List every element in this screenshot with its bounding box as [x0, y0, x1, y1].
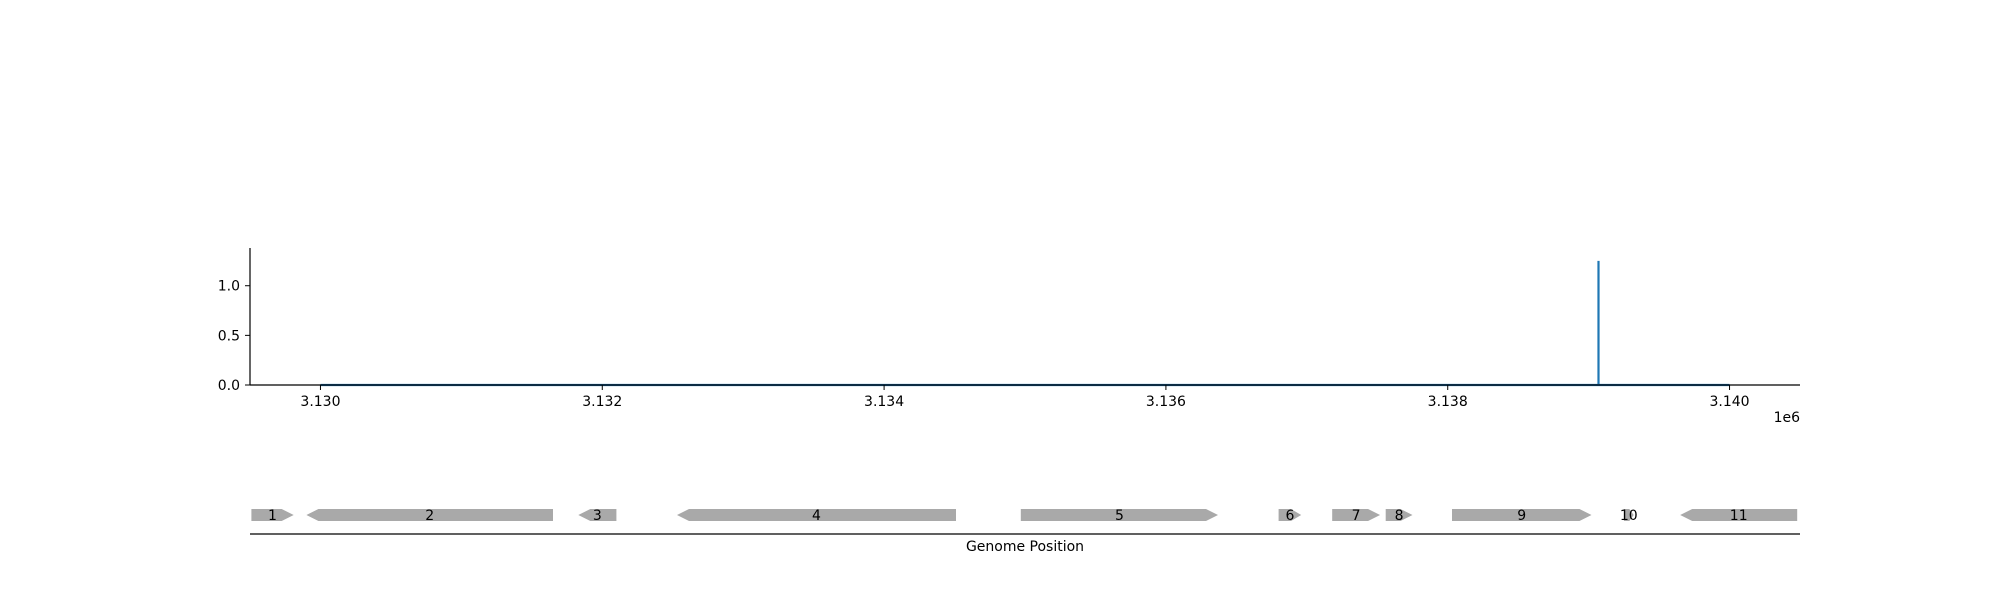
- gene-arrow: [677, 509, 956, 521]
- gene-arrow: [1680, 509, 1798, 521]
- y-tick-label: 1.0: [218, 279, 240, 295]
- gene-feature-3: 3: [578, 508, 617, 524]
- gene-label: 6: [1285, 508, 1294, 524]
- gene-arrow: [1020, 509, 1218, 521]
- gene-feature-4: 4: [677, 508, 956, 524]
- y-tick-label: 0.0: [218, 378, 240, 394]
- gene-track: 1 2 3 4 5 6 7 8 9 10 11 Genome Position: [250, 508, 1800, 555]
- gene-arrow: [578, 509, 617, 521]
- gene-arrow: [1385, 509, 1413, 521]
- gene-arrow: [1332, 509, 1381, 521]
- x-tick-label: 3.130: [300, 394, 340, 410]
- x-offset-label: 1e6: [1774, 410, 1801, 426]
- y-tick-label: 0.5: [218, 328, 240, 344]
- x-tick-label: 3.138: [1428, 394, 1468, 410]
- gene-arrow: [1278, 509, 1302, 521]
- gene-feature-6: 6: [1278, 508, 1302, 524]
- x-tick-label: 3.134: [864, 394, 904, 410]
- gene-label: 9: [1517, 508, 1526, 524]
- gene-label: 4: [812, 508, 821, 524]
- gene-feature-5: 5: [1020, 508, 1218, 524]
- gene-feature-8: 8: [1385, 508, 1413, 524]
- gene-label: 3: [593, 508, 602, 524]
- gene-track-xlabel: Genome Position: [966, 539, 1084, 555]
- y-ticks: 0.0 0.5 1.0: [218, 279, 250, 394]
- gene-arrow: [1452, 509, 1592, 521]
- x-ticks: 3.130 3.132 3.134 3.136 3.138 3.140: [300, 385, 1750, 410]
- gene-feature-2: 2: [306, 508, 553, 524]
- gene-arrow: [1623, 509, 1634, 521]
- gene-label: 11: [1730, 508, 1748, 524]
- gene-feature-11: 11: [1680, 508, 1798, 524]
- x-tick-label: 3.140: [1709, 394, 1749, 410]
- gene-arrow: [251, 509, 294, 521]
- gene-label: 7: [1352, 508, 1361, 524]
- gene-label: 5: [1115, 508, 1124, 524]
- coverage-plot: 0.0 0.5 1.0 3.130 3.132 3.134 3.136 3.138 3.140…: [218, 248, 1800, 426]
- gene-label: 1: [268, 508, 277, 524]
- x-tick-label: 3.136: [1146, 394, 1186, 410]
- gene-arrow: [306, 509, 553, 521]
- gene-label: 10: [1620, 508, 1638, 524]
- gene-feature-9: 9: [1452, 508, 1592, 524]
- gene-label: 8: [1395, 508, 1404, 524]
- gene-features: 1 2 3 4 5 6 7 8 9 10 11: [251, 508, 1798, 524]
- x-tick-label: 3.132: [582, 394, 622, 410]
- coverage-line-0: [320, 260, 1730, 387]
- gene-feature-10: 10: [1620, 508, 1638, 524]
- gene-feature-1: 1: [251, 508, 294, 524]
- gene-label: 2: [425, 508, 434, 524]
- gene-feature-7: 7: [1332, 508, 1381, 524]
- coverage-axes: [249, 248, 1800, 386]
- coverage-series: [320, 260, 1730, 387]
